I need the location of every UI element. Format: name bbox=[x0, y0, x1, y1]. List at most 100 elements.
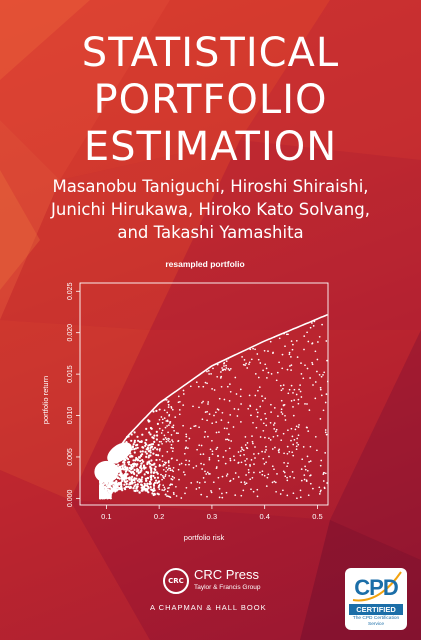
scatter-point bbox=[171, 483, 174, 486]
scatter-point bbox=[152, 474, 155, 478]
scatter-point bbox=[105, 488, 108, 492]
scatter-point bbox=[279, 384, 282, 387]
scatter-point bbox=[259, 436, 262, 438]
scatter-point bbox=[278, 337, 281, 340]
scatter-point bbox=[297, 434, 300, 437]
scatter-point bbox=[282, 432, 285, 435]
x-axis-label: portfolio risk bbox=[184, 533, 225, 542]
scatter-point bbox=[240, 450, 242, 452]
scatter-point bbox=[168, 475, 171, 477]
scatter-point bbox=[206, 370, 208, 373]
scatter-point bbox=[239, 388, 242, 391]
scatter-point bbox=[146, 462, 149, 466]
scatter-point bbox=[100, 486, 103, 489]
scatter-point bbox=[164, 475, 167, 478]
scatter-point bbox=[239, 395, 242, 398]
scatter-point bbox=[196, 448, 198, 451]
scatter-point bbox=[161, 489, 164, 491]
scatter-point bbox=[302, 446, 305, 448]
scatter-point bbox=[300, 373, 303, 375]
scatter-point bbox=[172, 470, 175, 473]
scatter-point bbox=[265, 461, 267, 464]
scatter-point bbox=[203, 436, 206, 438]
chart-title: resampled portfolio bbox=[165, 259, 244, 269]
scatter-point bbox=[318, 486, 321, 489]
scatter-point bbox=[108, 482, 111, 485]
scatter-point bbox=[204, 481, 206, 483]
scatter-point bbox=[210, 491, 213, 494]
scatter-point bbox=[223, 398, 226, 401]
scatter-point bbox=[222, 369, 225, 371]
scatter-point bbox=[158, 427, 161, 430]
scatter-point bbox=[149, 433, 152, 436]
scatter-point bbox=[216, 446, 219, 449]
scatter-point bbox=[249, 465, 251, 467]
scatter-point bbox=[161, 429, 164, 432]
scatter-point bbox=[138, 478, 141, 481]
scatter-point bbox=[229, 383, 231, 385]
scatter-point bbox=[253, 453, 255, 455]
scatter-point bbox=[288, 388, 291, 391]
scatter-point bbox=[252, 347, 254, 350]
scatter-point bbox=[218, 496, 221, 499]
scatter-point bbox=[195, 488, 198, 490]
scatter-point bbox=[215, 467, 218, 470]
scatter-point bbox=[136, 489, 139, 492]
scatter-point bbox=[307, 494, 310, 497]
scatter-point bbox=[179, 400, 181, 403]
scatter-point bbox=[120, 472, 123, 475]
scatter-point bbox=[126, 468, 129, 471]
scatter-point bbox=[123, 476, 126, 479]
scatter-point bbox=[126, 480, 129, 483]
scatter-point bbox=[257, 389, 259, 392]
scatter-point bbox=[112, 481, 115, 484]
scatter-point bbox=[224, 449, 227, 452]
scatter-point bbox=[171, 450, 174, 453]
scatter-point bbox=[123, 466, 127, 469]
scatter-point bbox=[177, 395, 180, 398]
scatter-point bbox=[208, 473, 210, 475]
scatter-point bbox=[262, 422, 265, 425]
scatter-point bbox=[145, 470, 148, 474]
scatter-point bbox=[115, 486, 118, 489]
scatter-point bbox=[130, 433, 133, 436]
scatter-point bbox=[290, 384, 293, 387]
scatter-point bbox=[255, 426, 258, 429]
scatter-point bbox=[220, 375, 223, 378]
scatter-point bbox=[306, 455, 309, 458]
scatter-point bbox=[257, 452, 260, 455]
scatter-point bbox=[148, 443, 151, 447]
scatter-point bbox=[149, 462, 152, 465]
scatter-point bbox=[135, 477, 138, 480]
scatter-point bbox=[147, 419, 150, 422]
efficient-frontier-edge bbox=[103, 313, 328, 470]
scatter-point bbox=[233, 455, 235, 458]
scatter-point bbox=[286, 368, 289, 371]
scatter-point bbox=[170, 407, 173, 409]
scatter-point bbox=[220, 371, 222, 373]
scatter-point bbox=[148, 431, 151, 434]
scatter-point bbox=[255, 408, 258, 411]
scatter-point bbox=[273, 422, 276, 424]
scatter-point bbox=[303, 478, 306, 481]
scatter-point bbox=[171, 426, 173, 428]
scatter-point bbox=[167, 401, 169, 403]
scatter-point bbox=[229, 457, 232, 460]
scatter-point bbox=[230, 440, 233, 442]
scatter-point bbox=[185, 439, 187, 442]
scatter-point bbox=[114, 483, 117, 486]
scatter-point bbox=[274, 446, 276, 449]
scatter-point bbox=[144, 444, 147, 447]
scatter-point bbox=[169, 496, 172, 499]
scatter-point bbox=[158, 408, 161, 411]
scatter-point bbox=[166, 495, 168, 497]
scatter-point bbox=[166, 419, 169, 422]
scatter-point bbox=[208, 373, 210, 375]
scatter-point bbox=[206, 410, 208, 413]
scatter-point bbox=[221, 367, 223, 369]
scatter-point bbox=[140, 454, 143, 457]
scatter-point bbox=[296, 356, 299, 358]
cpd-service-line-2: Service bbox=[368, 621, 384, 627]
scatter-point bbox=[133, 481, 136, 484]
